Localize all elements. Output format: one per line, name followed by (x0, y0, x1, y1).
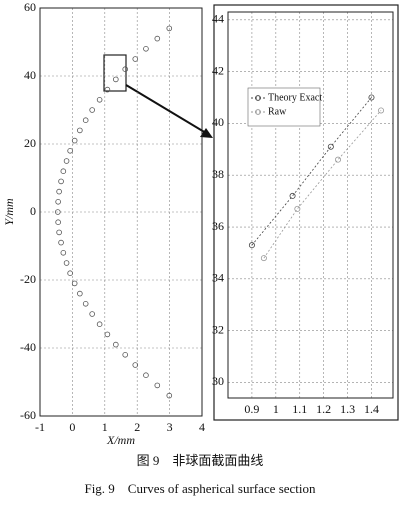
zoom-box (103, 54, 127, 92)
legend-box (247, 87, 321, 127)
x-tick-label: 4 (199, 420, 205, 434)
point (63, 260, 70, 266)
y-tick-label: 20 (24, 136, 36, 150)
y-tick-label: 30 (212, 374, 224, 388)
point (55, 219, 61, 226)
y-tick-label: 40 (212, 115, 224, 129)
point (166, 25, 173, 32)
point (334, 156, 341, 163)
point (96, 97, 103, 103)
caption-en: Fig. 9 Curves of aspherical surface sect… (84, 481, 316, 496)
point (56, 188, 62, 195)
point (104, 331, 111, 338)
point (82, 117, 89, 123)
x-tick-label: 3 (167, 420, 173, 434)
x-tick-label: 1 (102, 420, 108, 434)
inset-frame (213, 4, 399, 421)
point (77, 290, 83, 297)
point (96, 321, 103, 328)
y-tick-label: 38 (212, 167, 224, 181)
point (113, 341, 119, 348)
y-tick-label: 0 (30, 204, 36, 218)
point (89, 107, 95, 113)
series-line (263, 110, 382, 259)
point (154, 35, 161, 42)
y-tick-label: 32 (212, 322, 224, 336)
y-tick-label: -40 (20, 340, 36, 354)
point (67, 270, 73, 277)
point (166, 392, 173, 399)
arrow-head (200, 128, 213, 138)
point (71, 280, 78, 287)
legend-label: Raw (268, 106, 287, 117)
point (294, 205, 301, 212)
x-tick-label: -1 (35, 420, 45, 434)
y-tick-label: 60 (24, 0, 36, 14)
point (154, 382, 161, 389)
point (56, 229, 62, 236)
x-tick-label: 1.1 (292, 402, 307, 416)
point (58, 239, 64, 246)
y-tick-label: 34 (212, 271, 224, 285)
y-axis-label: Y/mm (2, 198, 16, 226)
point (122, 66, 129, 72)
point (55, 199, 61, 205)
zoom-arrow (125, 84, 207, 134)
x-tick-label: 0.9 (244, 402, 259, 416)
point (122, 351, 129, 358)
point (368, 94, 375, 101)
point (113, 76, 119, 83)
y-tick-label: 42 (212, 63, 224, 77)
y-tick-label: -20 (20, 272, 36, 286)
point (58, 178, 64, 185)
point (82, 300, 89, 307)
y-tick-label: -60 (20, 408, 36, 422)
point (71, 137, 78, 144)
x-axis-label: X/mm (106, 433, 135, 447)
plot-frame (39, 7, 203, 417)
point (89, 311, 95, 317)
y-tick-label: 40 (24, 68, 36, 82)
point (248, 242, 255, 249)
y-tick-label: 36 (212, 219, 224, 233)
caption-zh: 图 9 非球面截面曲线 (137, 453, 264, 468)
point (132, 56, 139, 62)
point (55, 209, 61, 215)
point (143, 45, 149, 52)
point (327, 143, 334, 150)
point (378, 107, 385, 114)
legend-marker (255, 95, 261, 101)
point (132, 362, 139, 368)
x-tick-label: 1.2 (316, 402, 331, 416)
x-tick-label: 2 (134, 420, 140, 434)
point (77, 127, 83, 134)
point (289, 192, 296, 199)
plot-frame (227, 11, 394, 399)
y-tick-label: 44 (212, 12, 224, 26)
legend-label: Theory Exact (268, 92, 322, 103)
point (67, 148, 73, 154)
point (63, 158, 70, 164)
point (260, 255, 267, 262)
point (60, 250, 67, 256)
x-tick-label: 1.3 (340, 402, 355, 416)
point (60, 168, 67, 175)
x-tick-label: 1 (273, 402, 279, 416)
x-tick-label: 0 (69, 420, 75, 434)
x-tick-label: 1.4 (364, 402, 379, 416)
legend-marker (255, 109, 261, 115)
point (143, 372, 149, 379)
point (104, 86, 111, 93)
